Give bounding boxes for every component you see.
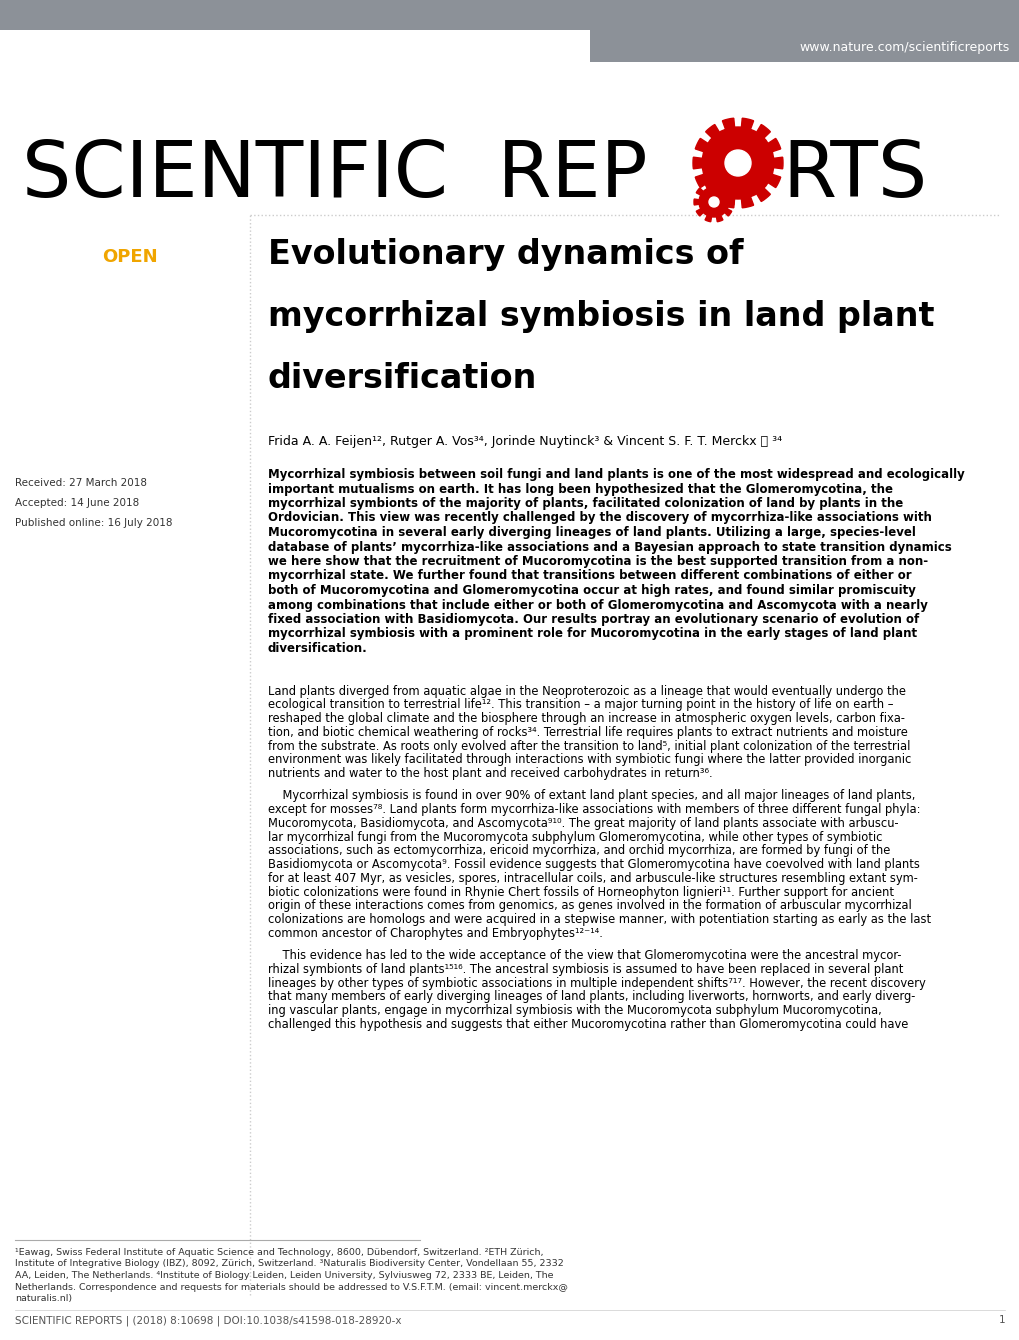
Wedge shape — [721, 163, 738, 208]
Text: diversification.: diversification. — [268, 642, 368, 655]
Wedge shape — [713, 202, 722, 221]
Wedge shape — [705, 163, 738, 201]
Text: biotic colonizations were found in Rhynie Chert fossils of Horneophyton lignieri: biotic colonizations were found in Rhyni… — [268, 886, 893, 899]
Text: both of Mucoromycotina and Glomeromycotina occur at high rates, and found simila: both of Mucoromycotina and Glomeromycoti… — [268, 584, 915, 598]
Text: important mutualisms on earth. It has long been hypothesized that the Glomeromyc: important mutualisms on earth. It has lo… — [268, 482, 892, 496]
Text: fixed association with Basidiomycota. Our results portray an evolutionary scenar: fixed association with Basidiomycota. Ou… — [268, 612, 918, 626]
Text: OPEN: OPEN — [102, 248, 158, 267]
Bar — [589, 29, 1019, 62]
Text: Basidiomycota or Ascomycota⁹. Fossil evidence suggests that Glomeromycotina have: Basidiomycota or Ascomycota⁹. Fossil evi… — [268, 858, 919, 871]
Text: Frida A. A. Feijen¹², Rutger A. Vos³⁴, Jorinde Nuytinck³ & Vincent S. F. T. Merc: Frida A. A. Feijen¹², Rutger A. Vos³⁴, J… — [268, 436, 782, 448]
Text: origin of these interactions comes from genomics, as genes involved in the forma: origin of these interactions comes from … — [268, 899, 911, 913]
Wedge shape — [713, 202, 731, 216]
Text: mycorrhizal state. We further found that transitions between different combinati: mycorrhizal state. We further found that… — [268, 570, 911, 583]
Text: ¹Eawag, Swiss Federal Institute of Aquatic Science and Technology, 8600, Dübendo: ¹Eawag, Swiss Federal Institute of Aquat… — [15, 1248, 543, 1257]
Wedge shape — [704, 182, 713, 202]
Text: among combinations that include either or both of Glomeromycotina and Ascomycota: among combinations that include either o… — [268, 599, 927, 611]
Text: reshaped the global climate and the biosphere through an increase in atmospheric: reshaped the global climate and the bios… — [268, 712, 904, 725]
Text: mycorrhizal symbiosis in land plant: mycorrhizal symbiosis in land plant — [268, 300, 933, 334]
Text: tion, and biotic chemical weathering of rocks³⁴. Terrestrial life requires plant: tion, and biotic chemical weathering of … — [268, 726, 907, 738]
Text: lineages by other types of symbiotic associations in multiple independent shifts: lineages by other types of symbiotic ass… — [268, 977, 925, 989]
Wedge shape — [738, 157, 783, 169]
Circle shape — [701, 127, 773, 200]
Text: AA, Leiden, The Netherlands. ⁴Institute of Biology Leiden, Leiden University, Sy: AA, Leiden, The Netherlands. ⁴Institute … — [15, 1272, 553, 1280]
Wedge shape — [738, 125, 769, 163]
Wedge shape — [738, 163, 780, 188]
Wedge shape — [696, 188, 713, 202]
Text: SCIENTIFIC REPORTS | (2018) 8:10698 | DOI:10.1038/s41598-018-28920-x: SCIENTIFIC REPORTS | (2018) 8:10698 | DO… — [15, 1315, 401, 1325]
Bar — [0, 0, 1019, 29]
Wedge shape — [695, 163, 738, 188]
Wedge shape — [696, 202, 713, 216]
Text: mycorrhizal symbiosis with a prominent role for Mucoromycotina in the early stag: mycorrhizal symbiosis with a prominent r… — [268, 627, 916, 641]
Circle shape — [708, 197, 718, 206]
Text: Evolutionary dynamics of: Evolutionary dynamics of — [268, 239, 743, 271]
Text: RTS: RTS — [782, 137, 926, 213]
Text: from the substrate. As roots only evolved after the transition to land⁵, initial: from the substrate. As roots only evolve… — [268, 740, 910, 753]
Text: we here show that the recruitment of Mucoromycotina is the best supported transi: we here show that the recruitment of Muc… — [268, 555, 927, 568]
Wedge shape — [738, 138, 780, 163]
Text: This evidence has led to the wide acceptance of the view that Glomeromycotina we: This evidence has led to the wide accept… — [268, 949, 901, 962]
Text: associations, such as ectomycorrhiza, ericoid mycorrhiza, and orchid mycorrhiza,: associations, such as ectomycorrhiza, er… — [268, 844, 890, 858]
Text: Ordovician. This view was recently challenged by the discovery of mycorrhiza-lik: Ordovician. This view was recently chall… — [268, 512, 931, 524]
Text: Mucoromycota, Basidiomycota, and Ascomycota⁹¹⁰. The great majority of land plant: Mucoromycota, Basidiomycota, and Ascomyc… — [268, 816, 898, 829]
Wedge shape — [713, 188, 731, 202]
Text: mycorrhizal symbionts of the majority of plants, facilitated colonization of lan: mycorrhizal symbionts of the majority of… — [268, 497, 903, 511]
Wedge shape — [704, 202, 713, 221]
Wedge shape — [738, 163, 769, 201]
Text: Accepted: 14 June 2018: Accepted: 14 June 2018 — [15, 498, 140, 508]
Text: ing vascular plants, engage in mycorrhizal symbiosis with the Mucoromycota subph: ing vascular plants, engage in mycorrhiz… — [268, 1004, 880, 1017]
Text: for at least 407 Myr, as vesicles, spores, intracellular coils, and arbuscule-li: for at least 407 Myr, as vesicles, spore… — [268, 872, 917, 884]
Text: Institute of Integrative Biology (IBZ), 8092, Zürich, Switzerland. ³Naturalis Bi: Institute of Integrative Biology (IBZ), … — [15, 1260, 564, 1269]
Circle shape — [725, 150, 750, 176]
Wedge shape — [713, 200, 734, 205]
Wedge shape — [692, 157, 738, 169]
Text: Mucoromycotina in several early diverging lineages of land plants. Utilizing a l: Mucoromycotina in several early divergin… — [268, 527, 915, 539]
Text: www.nature.com/scientificreports: www.nature.com/scientificreports — [799, 42, 1009, 55]
Text: environment was likely facilitated through interactions with symbiotic fungi whe: environment was likely facilitated throu… — [268, 753, 911, 766]
Wedge shape — [705, 125, 738, 163]
Text: common ancestor of Charophytes and Embryophytes¹²⁻¹⁴.: common ancestor of Charophytes and Embry… — [268, 927, 602, 941]
Text: database of plants’ mycorrhiza-like associations and a Bayesian approach to stat: database of plants’ mycorrhiza-like asso… — [268, 540, 951, 553]
Text: Mycorrhizal symbiosis between soil fungi and land plants is one of the most wide: Mycorrhizal symbiosis between soil fungi… — [268, 468, 964, 481]
Text: except for mosses⁷⁸. Land plants form mycorrhiza-like associations with members : except for mosses⁷⁸. Land plants form my… — [268, 803, 919, 816]
Text: colonizations are homologs and were acquired in a stepwise manner, with potentia: colonizations are homologs and were acqu… — [268, 914, 930, 926]
Text: Land plants diverged from aquatic algae in the Neoproterozoic as a lineage that : Land plants diverged from aquatic algae … — [268, 685, 905, 698]
Wedge shape — [721, 118, 738, 163]
Text: Published online: 16 July 2018: Published online: 16 July 2018 — [15, 519, 172, 528]
Circle shape — [698, 188, 729, 217]
Wedge shape — [738, 118, 753, 163]
Text: nutrients and water to the host plant and received carbohydrates in return³⁶.: nutrients and water to the host plant an… — [268, 768, 712, 780]
Text: SCIENTIFIC  REP: SCIENTIFIC REP — [22, 137, 647, 213]
Text: ecological transition to terrestrial life¹². This transition – a major turning p: ecological transition to terrestrial lif… — [268, 698, 893, 712]
Text: challenged this hypothesis and suggests that either Mucoromycotina rather than G: challenged this hypothesis and suggests … — [268, 1018, 908, 1030]
Wedge shape — [713, 182, 722, 202]
Text: rhizal symbionts of land plants¹⁵¹⁶. The ancestral symbiosis is assumed to have : rhizal symbionts of land plants¹⁵¹⁶. The… — [268, 962, 903, 976]
Wedge shape — [693, 200, 713, 205]
Text: naturalis.nl): naturalis.nl) — [15, 1294, 72, 1302]
Text: 1: 1 — [998, 1315, 1004, 1325]
Text: diversification: diversification — [268, 362, 537, 395]
Text: Received: 27 March 2018: Received: 27 March 2018 — [15, 478, 147, 488]
Text: Netherlands. Correspondence and requests for materials should be addressed to V.: Netherlands. Correspondence and requests… — [15, 1282, 568, 1292]
Wedge shape — [738, 163, 753, 208]
Text: Mycorrhizal symbiosis is found in over 90% of extant land plant species, and all: Mycorrhizal symbiosis is found in over 9… — [268, 789, 914, 803]
Wedge shape — [695, 138, 738, 163]
Text: that many members of early diverging lineages of land plants, including liverwor: that many members of early diverging lin… — [268, 990, 914, 1004]
Text: lar mycorrhizal fungi from the Mucoromycota subphylum Glomeromycotina, while oth: lar mycorrhizal fungi from the Mucoromyc… — [268, 831, 881, 843]
